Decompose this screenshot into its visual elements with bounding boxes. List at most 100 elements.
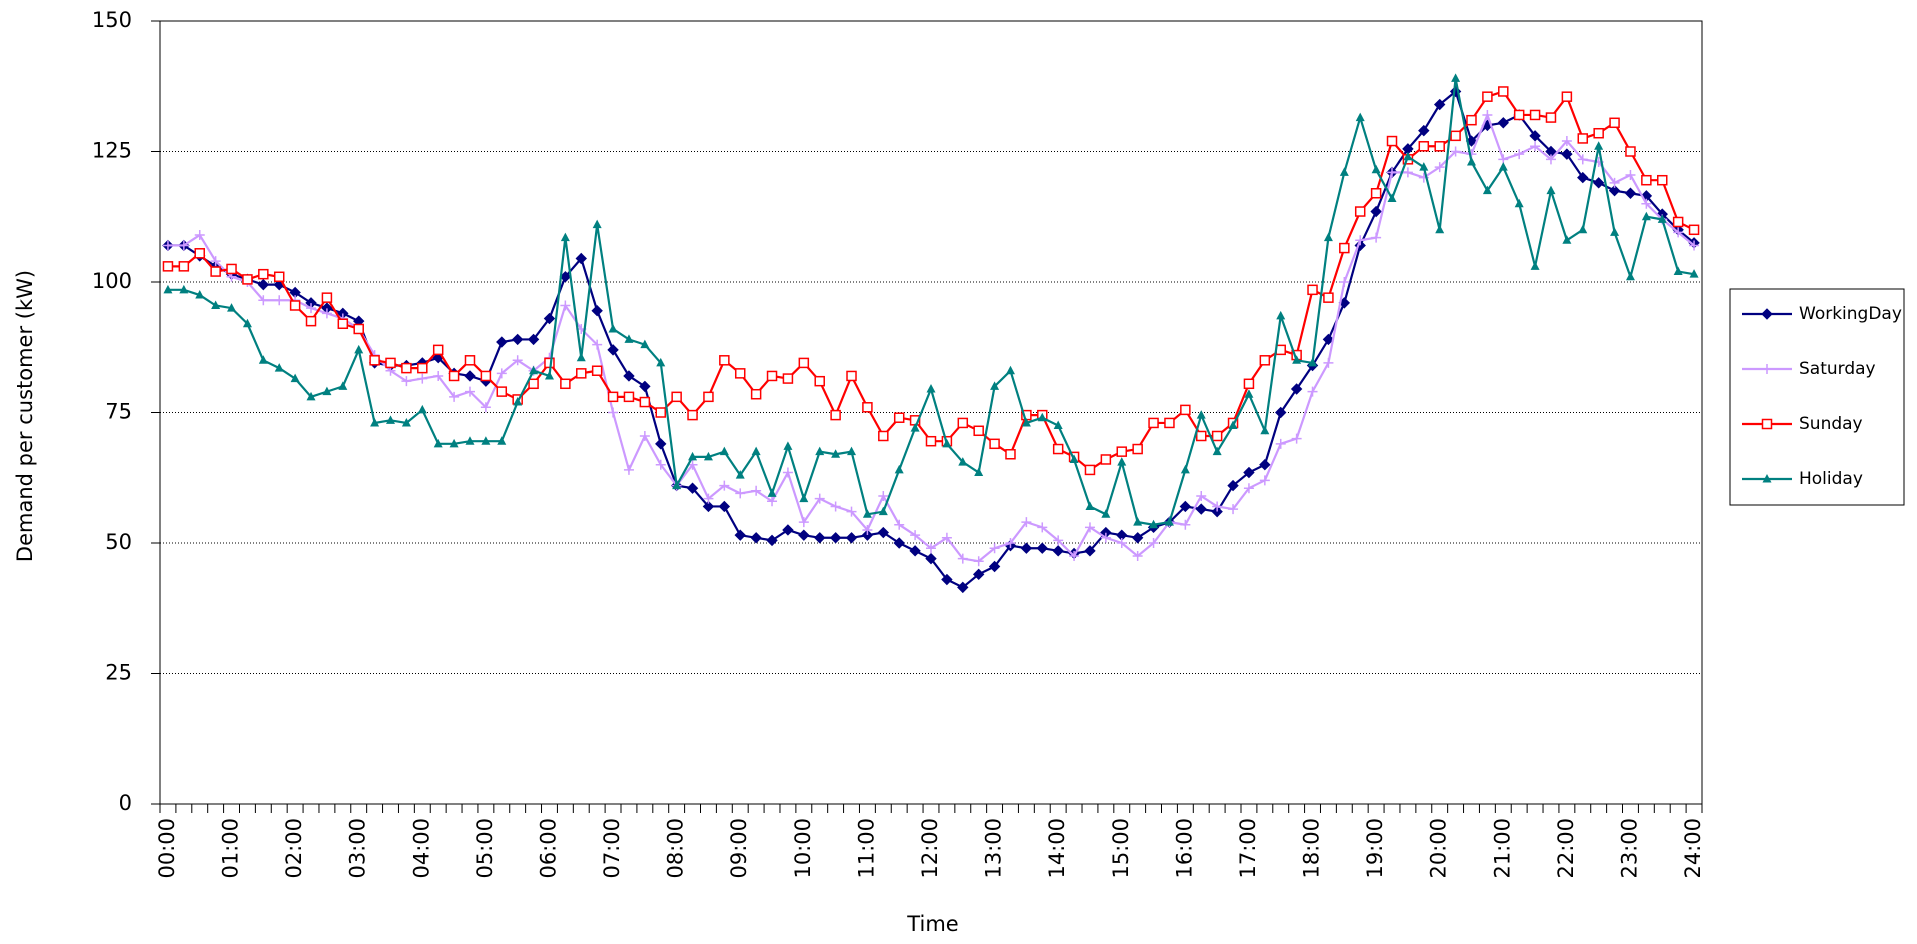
data-point <box>831 449 841 458</box>
y-tick-label: 25 <box>105 661 132 685</box>
y-tick-label: 50 <box>105 530 132 554</box>
data-point <box>1498 86 1509 97</box>
data-point <box>1594 141 1604 150</box>
x-tick-label: 09:00 <box>727 818 751 879</box>
data-point <box>958 457 968 466</box>
data-point <box>845 532 858 544</box>
x-tick-label: 21:00 <box>1490 818 1514 879</box>
data-point <box>1339 242 1350 254</box>
data-point <box>1084 545 1096 557</box>
data-point <box>575 252 587 265</box>
data-point <box>846 370 857 382</box>
data-point <box>719 480 730 491</box>
data-point <box>1513 109 1525 121</box>
data-point <box>432 344 444 356</box>
data-point <box>1419 162 1429 171</box>
data-point <box>1657 214 1667 223</box>
data-point <box>1625 146 1636 157</box>
data-point <box>624 334 634 343</box>
data-point <box>1211 430 1223 442</box>
data-point <box>1037 522 1048 533</box>
data-point <box>576 352 586 362</box>
data-point <box>608 323 618 333</box>
data-point <box>1132 443 1143 455</box>
legend-marker <box>1762 474 1772 483</box>
data-point <box>1100 532 1111 543</box>
data-point <box>750 388 762 400</box>
x-tick-label: 24:00 <box>1681 818 1705 879</box>
data-point <box>1084 522 1095 533</box>
series-line <box>167 78 1695 526</box>
data-point <box>1451 73 1461 82</box>
data-point <box>974 467 984 477</box>
data-point <box>830 409 841 421</box>
legend-label: Holiday <box>1799 469 1863 489</box>
data-point <box>1164 517 1174 526</box>
data-point <box>1069 454 1079 463</box>
x-tick-label: 22:00 <box>1554 818 1578 879</box>
data-point <box>591 365 603 376</box>
data-point <box>529 365 539 375</box>
series-line <box>167 111 1695 563</box>
data-point <box>750 532 762 544</box>
data-point <box>1195 430 1207 442</box>
data-point <box>1180 464 1190 474</box>
data-point <box>1069 551 1080 562</box>
data-point <box>893 537 905 549</box>
data-point <box>433 370 444 381</box>
x-tick-label: 14:00 <box>1045 818 1069 879</box>
data-point <box>306 303 317 314</box>
data-point <box>829 532 842 544</box>
legend-label: Sunday <box>1799 414 1863 434</box>
data-point <box>1308 357 1318 367</box>
data-point <box>1370 205 1382 218</box>
data-point <box>798 357 810 369</box>
data-point <box>1322 333 1335 346</box>
data-point <box>942 438 952 448</box>
data-point <box>1243 378 1255 390</box>
data-point <box>1402 167 1413 178</box>
data-point <box>639 380 651 393</box>
data-point <box>544 357 555 369</box>
data-point <box>1211 505 1223 518</box>
data-point <box>972 568 985 581</box>
data-point <box>957 553 968 564</box>
data-point <box>1116 538 1127 548</box>
data-point <box>1514 198 1524 208</box>
data-point <box>1005 365 1015 375</box>
data-point <box>640 339 650 349</box>
data-point <box>401 417 411 427</box>
data-point <box>1339 167 1349 176</box>
data-point <box>877 526 890 539</box>
data-point <box>687 409 698 421</box>
data-point <box>1020 542 1033 554</box>
data-point <box>242 318 252 328</box>
data-point <box>1323 232 1333 242</box>
data-point <box>289 300 301 311</box>
data-point <box>1529 109 1541 121</box>
data-point <box>1307 284 1318 296</box>
data-point <box>909 545 921 557</box>
data-point <box>1371 164 1381 174</box>
data-point <box>369 355 380 366</box>
data-point <box>1498 162 1508 171</box>
data-point <box>1131 532 1144 544</box>
data-point <box>1355 112 1365 122</box>
x-tick-label: 00:00 <box>155 818 179 879</box>
data-point <box>989 438 1000 450</box>
legend: WorkingDay Saturday Sunday Holiday <box>1742 304 1902 489</box>
data-point <box>178 261 190 272</box>
data-point <box>480 402 491 413</box>
data-point <box>1625 169 1636 180</box>
data-point <box>1275 344 1286 356</box>
data-point <box>1148 417 1159 429</box>
data-point <box>1101 509 1111 518</box>
x-axis-label: Time <box>906 912 958 936</box>
series-line <box>167 90 1695 472</box>
data-point <box>1212 501 1223 512</box>
data-point <box>194 248 205 259</box>
data-point <box>322 386 332 396</box>
data-point <box>258 355 268 364</box>
data-point <box>1657 174 1668 186</box>
x-tick-label: 06:00 <box>536 818 560 879</box>
